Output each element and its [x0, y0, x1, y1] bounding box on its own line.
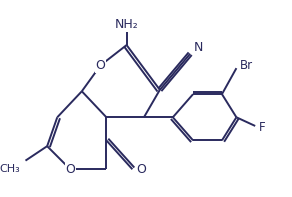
Text: NH₂: NH₂: [115, 18, 138, 31]
Text: Br: Br: [240, 59, 253, 72]
Text: O: O: [136, 163, 146, 176]
Text: O: O: [65, 163, 75, 176]
Text: O: O: [96, 59, 105, 72]
Text: N: N: [194, 41, 204, 54]
Text: F: F: [259, 121, 266, 134]
Text: CH₃: CH₃: [0, 164, 20, 174]
